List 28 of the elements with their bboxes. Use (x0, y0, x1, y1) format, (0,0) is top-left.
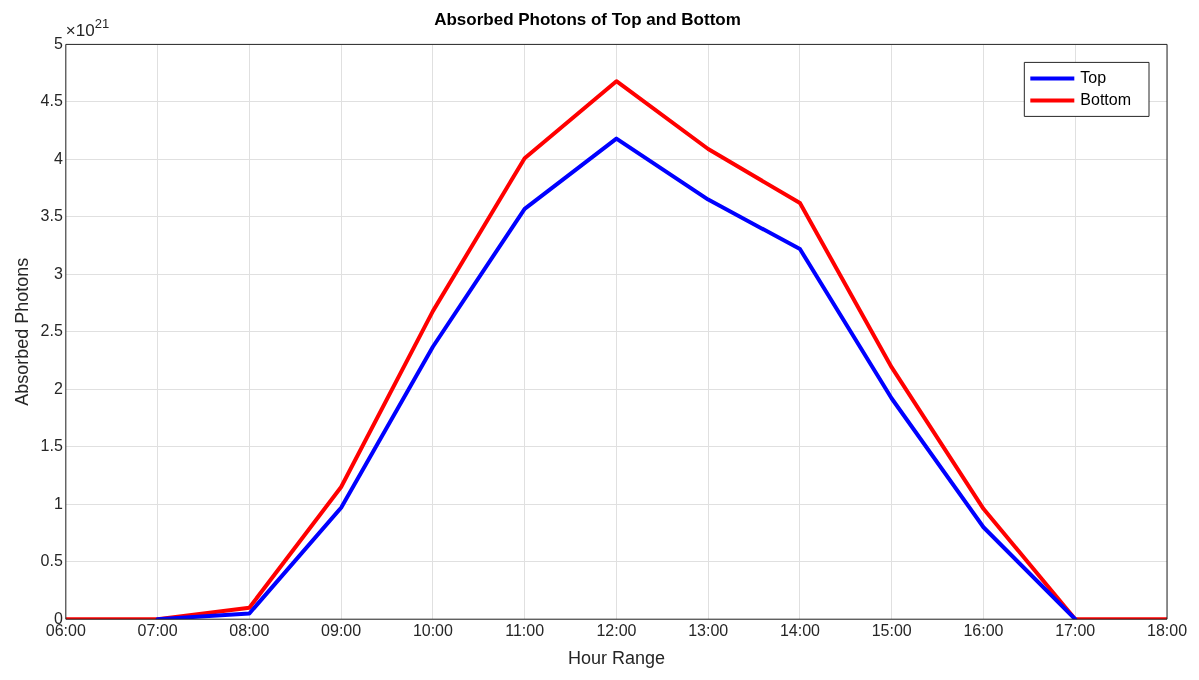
y-tick-label: 1.5 (40, 437, 63, 455)
x-tick-label: 10:00 (412, 622, 454, 640)
y-axis-title: Absorbed Photons (11, 257, 32, 406)
legend-label: Top (1080, 68, 1107, 86)
x-tick-label: 14:00 (779, 622, 821, 640)
chart-title: Absorbed Photons of Top and Bottom (434, 9, 741, 29)
y-tick-label: 2.5 (40, 322, 63, 340)
x-tick-label: 11:00 (505, 622, 545, 640)
x-tick-label: 06:00 (45, 622, 86, 640)
y-tick-label: 5 (53, 34, 63, 52)
y-tick-label: 3.5 (40, 207, 63, 225)
x-tick-label: 15:00 (871, 622, 912, 640)
y-tick-label: 4 (53, 149, 63, 167)
x-tick-label: 08:00 (229, 622, 270, 640)
y-tick-label: 0.5 (40, 552, 63, 570)
y-tick-label: 1 (53, 494, 63, 512)
legend-label: Bottom (1080, 90, 1131, 108)
y-tick-label: 3 (53, 264, 63, 282)
x-tick-label: 18:00 (1146, 622, 1188, 640)
x-tick-label: 17:00 (1055, 622, 1096, 640)
x-tick-label: 16:00 (963, 622, 1004, 640)
x-tick-label: 07:00 (137, 622, 178, 640)
x-tick-label: 09:00 (321, 622, 362, 640)
x-axis-title: Hour Range (567, 648, 665, 669)
y-tick-label: 2 (53, 379, 63, 397)
y-tick-label: 4.5 (40, 92, 63, 110)
x-tick-label: 12:00 (596, 622, 637, 640)
x-tick-label: 13:00 (688, 622, 729, 640)
